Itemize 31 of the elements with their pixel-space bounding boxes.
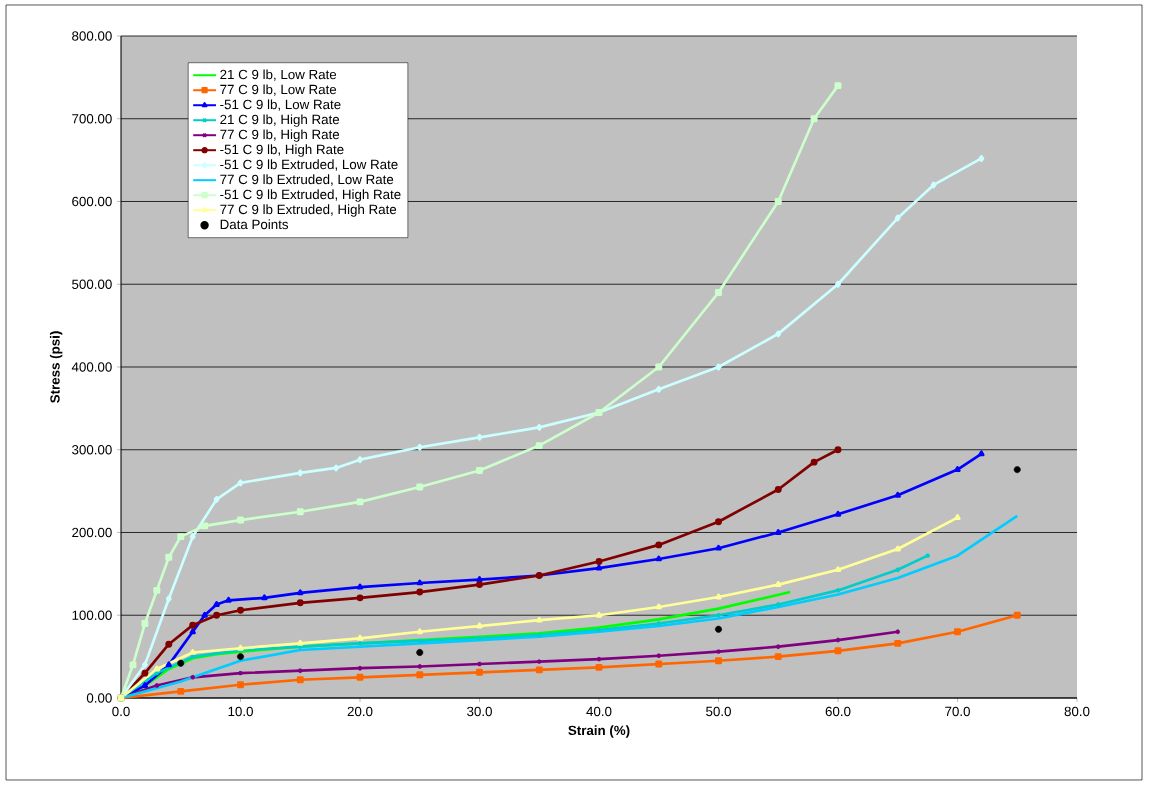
- y-tick-label: 500.00: [72, 279, 112, 289]
- x-tick-label: 60.0: [825, 706, 851, 717]
- legend-label: 77 C 9 lb, Low Rate: [220, 84, 337, 96]
- legend-label: -51 C 9 lb Extruded, Low Rate: [220, 159, 398, 171]
- legend-label: 77 C 9 lb, High Rate: [220, 129, 340, 142]
- legend-label: Data Points: [220, 219, 289, 230]
- y-tick-label: 200.00: [72, 527, 112, 538]
- legend-label: -51 C 9 lb, High Rate: [220, 144, 344, 157]
- x-tick-label: 30.0: [467, 706, 492, 717]
- x-tick-label: 10.0: [228, 706, 253, 717]
- x-tick-label: 40.0: [586, 706, 612, 717]
- x-axis-title: Strain (%): [568, 725, 630, 738]
- legend-label: -51 C 9 lb, Low Rate: [220, 99, 341, 111]
- legend-label: 77 C 9 lb Extruded, Low Rate: [220, 174, 394, 186]
- y-tick-label: 600.00: [72, 196, 112, 207]
- x-tick-label: 70.0: [945, 706, 970, 717]
- x-tick-label: 80.0: [1064, 706, 1090, 717]
- y-tick-label: 400.00: [71, 362, 112, 372]
- y-axis-title: Stress (psi): [49, 331, 63, 403]
- y-tick-label: 700.00: [72, 114, 112, 124]
- y-tick-label: 0.00: [86, 693, 112, 703]
- x-tick-label: 20.0: [347, 706, 373, 717]
- legend-label: 21 C 9 lb, Low Rate: [220, 69, 337, 81]
- x-tick-label: 0.0: [112, 706, 130, 717]
- legend-label: -51 C 9 lb Extruded, High Rate: [220, 189, 401, 202]
- legend-label: 77 C 9 lb Extruded, High Rate: [220, 204, 397, 217]
- legend-label: 21 C 9 lb, High Rate: [220, 114, 340, 127]
- x-tick-label: 50.0: [706, 706, 731, 717]
- y-tick-label: 100.00: [72, 610, 112, 620]
- y-tick-label: 300.00: [72, 445, 112, 455]
- y-tick-label: 800.00: [72, 31, 112, 41]
